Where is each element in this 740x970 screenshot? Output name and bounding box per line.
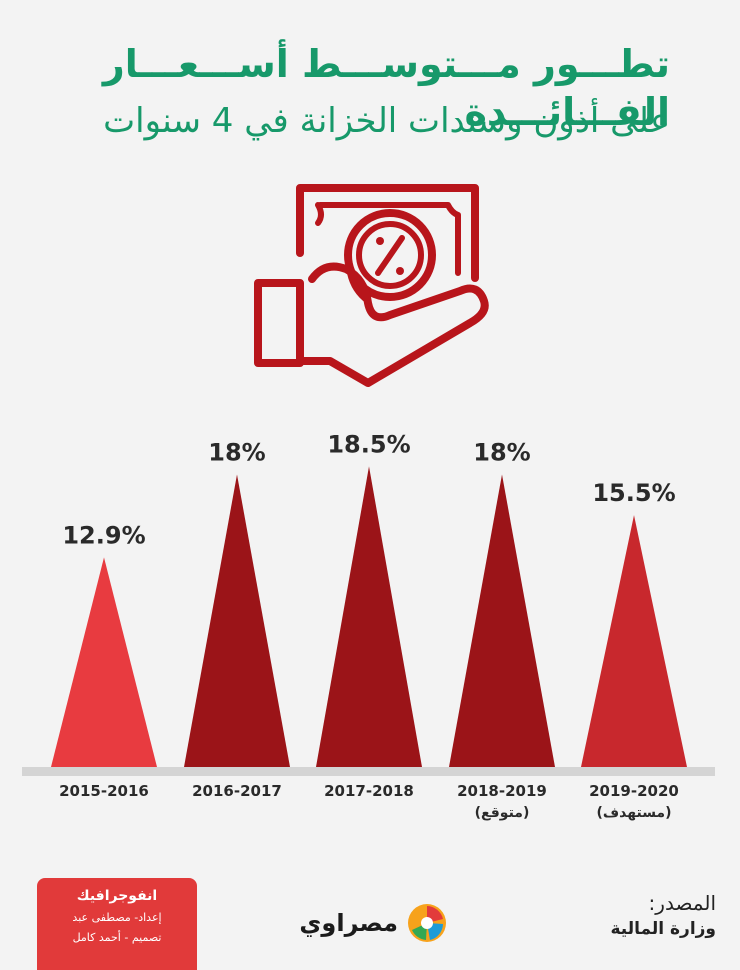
data-label: 12.9% [62, 521, 145, 549]
credits-title: انفوجرافيك [76, 888, 158, 904]
bar-2016-2017 [184, 474, 290, 767]
bar-2018-2019 [449, 474, 555, 767]
source-label: المصدر: [648, 891, 716, 915]
page-subtitle: على أذون وسندات الخزانة في 4 سنوات [103, 101, 670, 141]
x-tick-note: (مستهدف) [596, 805, 671, 821]
page-title: تطـــور مـــتوســـط أســـعـــار الفـــائ… [102, 42, 670, 134]
credits-line-2: تصميم - أحمد كامل [72, 931, 162, 944]
data-label: 15.5% [592, 479, 675, 507]
masrawy-logo-icon [408, 904, 446, 942]
brand-logo[interactable]: مصراوي [298, 900, 448, 946]
data-label: 18% [208, 439, 265, 467]
credits-box: انفوجرافيك إعداد- مصطفى عبد تصميم - أحمد… [37, 878, 197, 970]
x-tick-note: (متوقع) [475, 805, 530, 821]
x-axis-baseline [22, 767, 715, 776]
credits-line-1: إعداد- مصطفى عبد [72, 911, 162, 924]
x-tick-label: 2015-2016 [59, 782, 149, 800]
data-label: 18.5% [327, 430, 410, 458]
brand-name: مصراوي [299, 909, 398, 937]
hand-holding-percent-banknote-icon [254, 184, 489, 387]
bar-2015-2016 [51, 557, 157, 767]
x-tick-label: 2018-2019 [457, 782, 547, 800]
x-tick-label: 2017-2018 [324, 782, 414, 800]
source-value: وزارة المالية [610, 919, 716, 939]
data-label: 18% [473, 439, 530, 467]
x-tick-label: 2016-2017 [192, 782, 282, 800]
x-tick-label: 2019-2020 [589, 782, 679, 800]
source-block: المصدر: وزارة المالية [610, 890, 716, 942]
bar-2017-2018 [316, 466, 422, 767]
interest-rate-chart: 12.9% 2015-2016 18% 2016-2017 18.5% 2017-2018… [22, 430, 715, 821]
bar-2019-2020 [581, 515, 687, 767]
